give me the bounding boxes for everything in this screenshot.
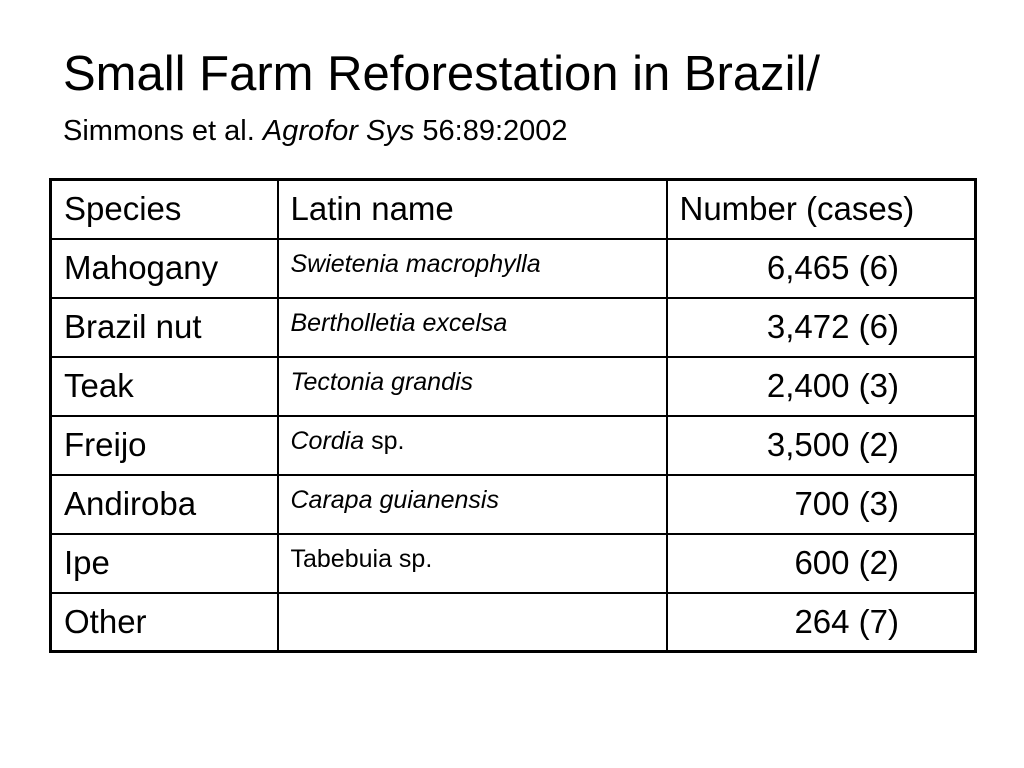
citation-authors: Simmons et al. — [63, 115, 263, 147]
table-row: Mahogany Swietenia macrophylla 6,465 (6) — [49, 237, 977, 299]
species-cell: Brazil nut — [49, 296, 279, 358]
number-cell: 600 (2) — [665, 532, 977, 594]
number-cell: 264 (7) — [665, 591, 977, 653]
table-header-row: Species Latin name Number (cases) — [49, 178, 977, 240]
header-species: Species — [49, 178, 279, 240]
latin-name-plain: sp. — [364, 426, 405, 455]
latin-name-italic: Bertholletia excelsa — [290, 308, 508, 337]
latin-name-plain: Tabebuia sp. — [290, 544, 433, 573]
latin-name-cell: Tabebuia sp. — [276, 532, 668, 594]
number-cell: 3,472 (6) — [665, 296, 977, 358]
species-cell: Ipe — [49, 532, 279, 594]
latin-name-italic: Swietenia macrophylla — [290, 249, 541, 278]
species-table: Species Latin name Number (cases) Mahoga… — [49, 178, 977, 653]
species-cell: Teak — [49, 355, 279, 417]
latin-name-cell: Tectonia grandis — [276, 355, 668, 417]
table-row: Freijo Cordia sp. 3,500 (2) — [49, 414, 977, 476]
latin-name-cell: Bertholletia excelsa — [276, 296, 668, 358]
species-cell: Mahogany — [49, 237, 279, 299]
latin-name-cell: Carapa guianensis — [276, 473, 668, 535]
table-row: Ipe Tabebuia sp. 600 (2) — [49, 532, 977, 594]
latin-name-italic: Tectonia grandis — [290, 367, 474, 396]
species-cell: Andiroba — [49, 473, 279, 535]
number-cell: 700 (3) — [665, 473, 977, 535]
header-number-cases: Number (cases) — [665, 178, 977, 240]
latin-name-cell: Cordia sp. — [276, 414, 668, 476]
citation: Simmons et al. Agrofor Sys 56:89:2002 — [63, 113, 568, 149]
number-cell: 6,465 (6) — [665, 237, 977, 299]
citation-volume: 56:89:2002 — [414, 115, 568, 147]
table-row: Teak Tectonia grandis 2,400 (3) — [49, 355, 977, 417]
table-row: Andiroba Carapa guianensis 700 (3) — [49, 473, 977, 535]
table-row: Brazil nut Bertholletia excelsa 3,472 (6… — [49, 296, 977, 358]
header-latin-name: Latin name — [276, 178, 668, 240]
citation-journal: Agrofor Sys — [262, 115, 415, 147]
number-cell: 3,500 (2) — [665, 414, 977, 476]
species-cell: Freijo — [49, 414, 279, 476]
latin-name-italic: Cordia — [290, 426, 365, 455]
latin-name-cell — [276, 591, 668, 653]
latin-name-cell: Swietenia macrophylla — [276, 237, 668, 299]
species-cell: Other — [49, 591, 279, 653]
slide-title: Small Farm Reforestation in Brazil/ — [63, 47, 821, 101]
table-row: Other 264 (7) — [49, 591, 977, 653]
latin-name-italic: Carapa guianensis — [290, 485, 499, 514]
number-cell: 2,400 (3) — [665, 355, 977, 417]
